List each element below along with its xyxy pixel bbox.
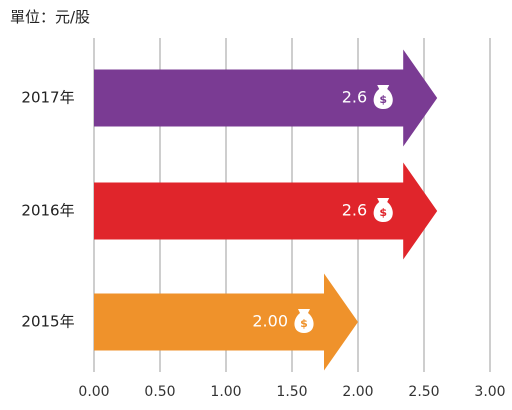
money-bag-icon: $: [294, 309, 314, 333]
x-tick-label: 0.50: [144, 384, 175, 400]
arrow-bar: [94, 49, 438, 147]
value-label: 2.00: [252, 312, 288, 331]
category-label: 2017年: [21, 89, 74, 107]
unit-label: 單位：元/股: [10, 8, 91, 26]
arrow-bar: [94, 162, 438, 260]
x-tick-label: 2.00: [342, 384, 373, 400]
x-tick-label: 3.00: [474, 384, 505, 400]
x-tick-label: 0.00: [78, 384, 109, 400]
x-tick-label: 1.00: [210, 384, 241, 400]
arrow-bar: [94, 273, 358, 371]
svg-text:$: $: [379, 206, 387, 219]
svg-text:$: $: [300, 317, 308, 330]
x-tick-label: 2.50: [408, 384, 439, 400]
value-label: 2.6: [342, 88, 367, 107]
svg-text:$: $: [379, 93, 387, 106]
money-bag-icon: $: [373, 198, 393, 222]
value-label: 2.6: [342, 201, 367, 220]
category-label: 2015年: [21, 313, 74, 331]
money-bag-icon: $: [373, 85, 393, 109]
category-label: 2016年: [21, 202, 74, 220]
x-tick-label: 1.50: [276, 384, 307, 400]
